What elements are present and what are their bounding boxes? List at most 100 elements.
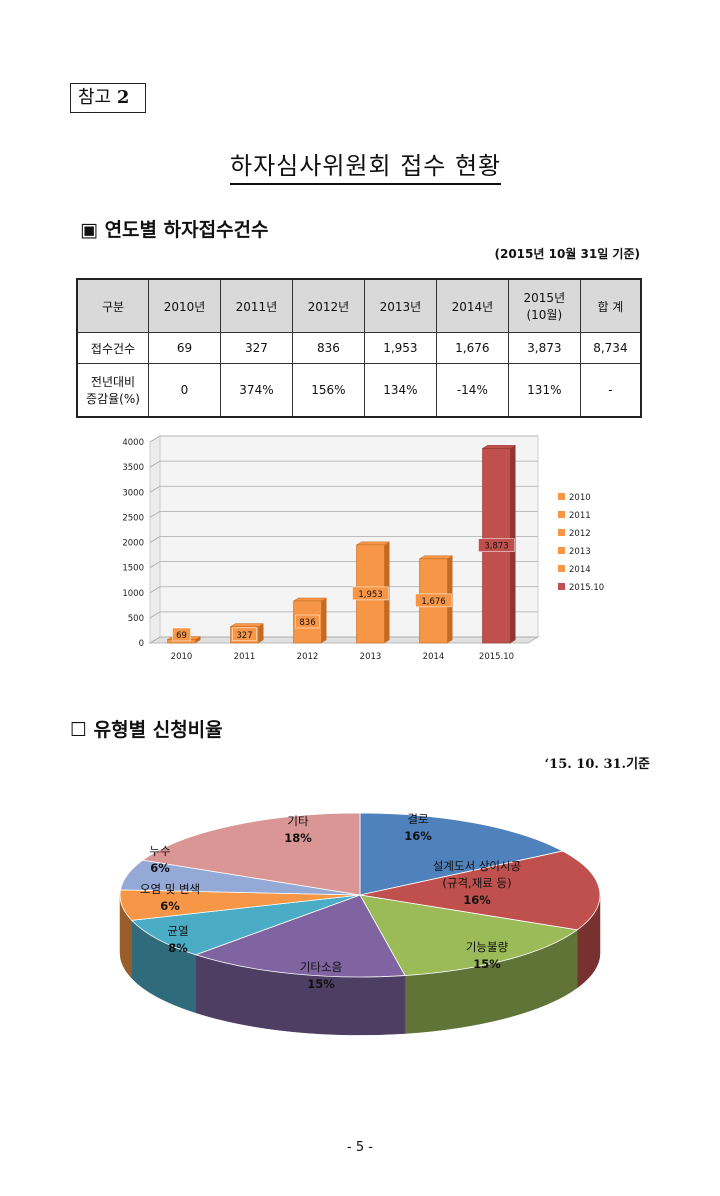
section-2-note: ‘15. 10. 31.기준	[544, 757, 650, 772]
table-header-cell: 2015년 (10월)	[507, 278, 581, 333]
table-cell: 836	[291, 332, 365, 364]
table-cell: 0	[148, 363, 221, 418]
gridline	[149, 536, 538, 543]
table-header-cell: 2013년	[363, 278, 437, 333]
data-label: 836	[299, 618, 315, 628]
reference-number: 2	[116, 87, 130, 108]
row-label-cell: 전년대비 증감율(%)	[76, 363, 149, 418]
y-tick-label: 500	[128, 614, 144, 624]
gridline	[149, 561, 538, 568]
bar-top	[481, 445, 517, 449]
pie-value-label: 16%	[463, 893, 491, 907]
pie-slice	[359, 894, 579, 976]
legend-swatch	[558, 493, 565, 500]
y-tick-label: 0	[139, 639, 144, 649]
pie-label: 기타소음	[300, 960, 342, 974]
gridline	[149, 636, 538, 644]
table-body: 접수건수 69 327 836 1,953 1,676 3,873 8,734 전년대비 증감율(…	[76, 332, 642, 418]
y-tick-label: 4000	[122, 438, 144, 448]
y-tick-label: 3500	[122, 463, 144, 473]
pie-slice	[130, 894, 361, 956]
data-label: 1,676	[421, 597, 445, 607]
data-label: 1,953	[358, 590, 382, 600]
legend-swatch	[558, 565, 565, 572]
legend-label: 2013	[569, 547, 591, 557]
gridline	[149, 460, 538, 468]
reference-label-box: 참고 2	[70, 83, 146, 113]
table-header-cell: 2014년	[435, 278, 509, 333]
legend-swatch	[558, 529, 565, 536]
table-header-cell: 2010년	[148, 278, 221, 333]
table-cell: 1,676	[435, 332, 509, 364]
gridline	[149, 435, 538, 443]
bar-top	[355, 541, 391, 546]
data-label-box	[415, 593, 452, 608]
y-tick-label: 2500	[122, 513, 144, 523]
x-tick-label: 2011	[234, 652, 256, 662]
gridline	[149, 485, 538, 493]
table-header-cell: 합 계	[579, 278, 642, 333]
x-tick-label: 2010	[171, 652, 193, 662]
x-tick-label: 2012	[297, 652, 319, 662]
x-tick-label: 2015.10	[479, 652, 514, 662]
table-cell: 131%	[507, 363, 581, 418]
data-label-box	[352, 586, 389, 601]
data-label-box	[295, 614, 320, 629]
legend-label: 2011	[569, 511, 591, 521]
section-2-title: 유형별 신청비율	[93, 719, 223, 741]
bar-top	[292, 597, 328, 602]
pie-value-label: 6%	[150, 861, 170, 875]
table-cell: 3,873	[507, 332, 581, 364]
section-2-heading: ☐ 유형별 신청비율	[70, 715, 223, 742]
legend-swatch	[558, 583, 565, 590]
section-2-bullet: ☐	[70, 719, 88, 741]
table-cell: -14%	[435, 363, 509, 418]
pie-label: 기능불량	[466, 940, 509, 954]
bar-side	[321, 597, 327, 643]
type-pie-chart: 결로 16% 설계도서 상이시공 (규격,재료 등) 16% 기능불량 15% 기타소음 15%…	[119, 812, 601, 1036]
section-1-bullet: ▣	[80, 219, 98, 241]
pie-label: 설계도서 상이시공	[433, 859, 521, 873]
pie-value-label: 8%	[168, 941, 188, 955]
table-cell: 8,734	[579, 332, 642, 364]
x-tick-label: 2014	[423, 652, 445, 662]
legend-label: 2012	[569, 529, 591, 539]
table-cell: 327	[219, 332, 293, 364]
x-tick-label: 2013	[360, 652, 382, 662]
legend-label: 2015.10	[569, 583, 604, 593]
y-tick-label: 3000	[122, 488, 144, 498]
table-cell: -	[579, 363, 642, 418]
bar-side	[195, 636, 201, 643]
yearly-stats-table: 구분 2010년 2011년 2012년 2013년 2014년 2015년 (10월) 합 계…	[76, 278, 642, 418]
table-header-cell: 구분	[76, 278, 149, 333]
data-label: 69	[176, 631, 187, 641]
section-1-heading: ▣ 연도별 하자접수건수	[80, 215, 269, 242]
table-header-row: 구분 2010년 2011년 2012년 2013년 2014년 2015년 (10월) 합 계	[76, 278, 642, 333]
gridline	[149, 510, 538, 518]
legend-label: 2014	[569, 565, 591, 575]
pie-slice	[141, 812, 361, 896]
data-label-box	[172, 627, 191, 642]
table-cell: 156%	[291, 363, 365, 418]
pie-label: 누수	[149, 844, 170, 858]
table-row: 접수건수 69 327 836 1,953 1,676 3,873 8,734	[76, 332, 642, 364]
chart-floor	[148, 636, 540, 644]
pie-label: 균열	[167, 924, 188, 938]
pie-value-label: 15%	[473, 957, 501, 971]
table-header-cell: 2012년	[291, 278, 365, 333]
pie-value-label: 6%	[160, 899, 180, 913]
gridline	[149, 586, 538, 594]
pie-value-label: 15%	[307, 977, 335, 991]
y-tick-label: 1000	[122, 589, 144, 599]
page-title: 하자심사위원회 접수 현황	[230, 146, 502, 185]
data-label: 3,873	[484, 542, 508, 552]
data-label: 327	[236, 631, 252, 641]
pie-value-label: 16%	[404, 829, 432, 843]
yearly-bar-chart: 0 500 1000 1500 2000 2500 3000 3500 4000 69 2010 32…	[122, 435, 604, 662]
data-label-box	[232, 627, 257, 642]
pie-label: (규격,재료 등)	[442, 876, 511, 890]
pie-slice	[194, 894, 406, 978]
y-tick-label: 1500	[122, 564, 144, 574]
section-1-title: 연도별 하자접수건수	[104, 219, 269, 241]
y-tick-label: 2000	[122, 539, 144, 549]
